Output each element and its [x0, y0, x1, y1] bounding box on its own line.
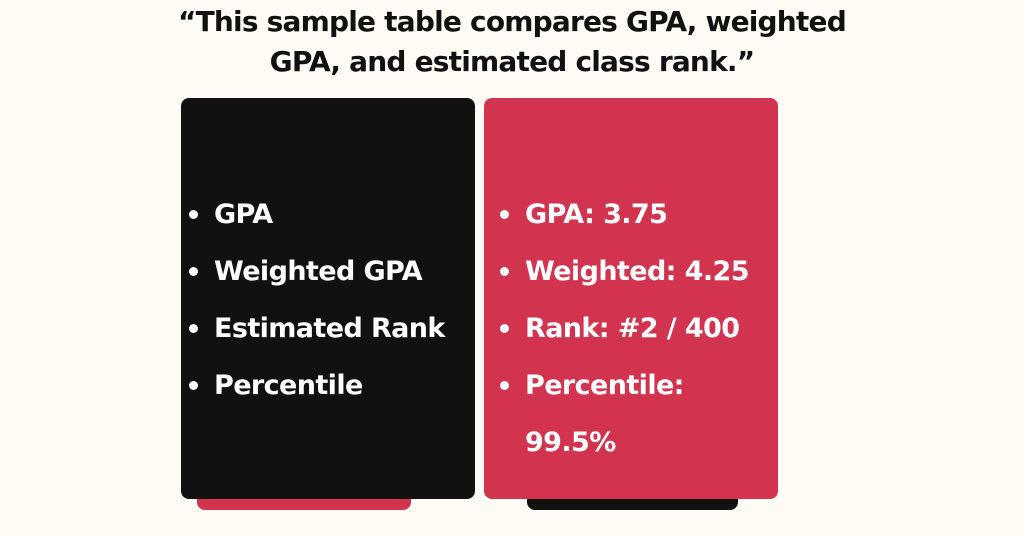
title-line-1: “This sample table compares GPA, weighte…	[178, 5, 847, 38]
list-item: Rank: #2 / 400	[498, 300, 749, 357]
list-item: Weighted GPA	[187, 243, 445, 300]
bullet-icon	[189, 267, 198, 276]
quote-title: “This sample table compares GPA, weighte…	[0, 2, 1024, 82]
values-list: GPA: 3.75 Weighted: 4.25 Rank: #2 / 400 …	[498, 186, 750, 471]
bullet-icon	[500, 267, 509, 276]
list-item: GPA	[187, 186, 445, 243]
bullet-icon	[189, 381, 198, 390]
labels-list: GPA Weighted GPA Estimated Rank Percenti…	[187, 186, 445, 414]
labels-card: GPA Weighted GPA Estimated Rank Percenti…	[181, 98, 475, 499]
title-line-2: GPA, and estimated class rank.”	[269, 45, 755, 78]
bullet-icon	[500, 210, 509, 219]
list-item: Percentile	[187, 357, 445, 414]
bullet-icon	[189, 210, 198, 219]
list-item: Weighted: 4.25	[498, 243, 750, 300]
list-item: Percentile: 99.5%	[498, 357, 749, 471]
percentile-value: 99.5%	[525, 427, 616, 458]
list-item: GPA: 3.75	[498, 186, 749, 243]
bullet-icon	[500, 324, 509, 333]
bullet-icon	[189, 324, 198, 333]
bullet-icon	[500, 381, 509, 390]
values-card: GPA: 3.75 Weighted: 4.25 Rank: #2 / 400 …	[484, 98, 778, 499]
list-item: Estimated Rank	[187, 300, 445, 357]
